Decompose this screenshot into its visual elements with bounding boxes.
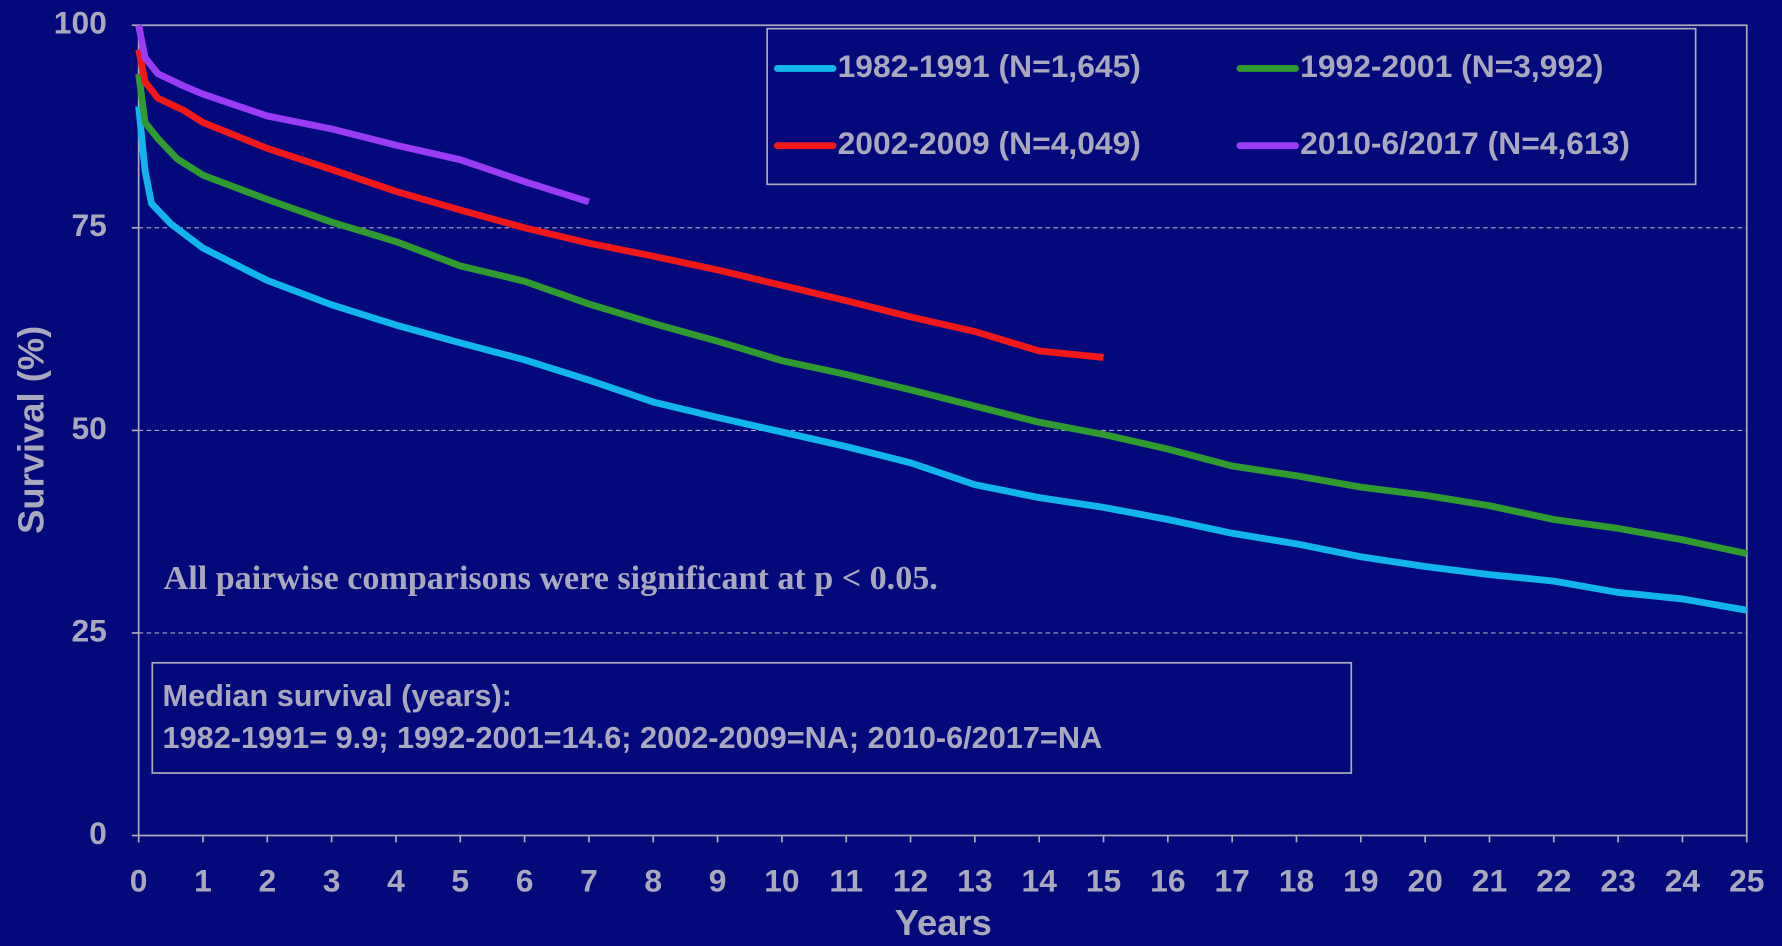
x-tick-label: 12 (893, 863, 928, 899)
x-tick-label: 11 (829, 863, 863, 899)
x-tick-label: 0 (130, 863, 148, 899)
annotation: All pairwise comparisons were significan… (164, 560, 938, 597)
x-tick-label: 8 (644, 863, 662, 899)
plot-frame (137, 24, 1748, 837)
y-tick-label: 75 (71, 207, 106, 243)
legend-label: 2002-2009 (N=4,049) (838, 125, 1141, 161)
y-axis-label: Survival (%) (11, 326, 52, 534)
x-tick-label: 7 (580, 863, 598, 899)
legend-box (766, 27, 1697, 186)
x-tick-label: 2 (258, 863, 276, 899)
y-tick-label: 0 (89, 815, 107, 851)
x-tick-label: 17 (1214, 863, 1249, 899)
series-line (135, 24, 590, 206)
legend-label: 1992-2001 (N=3,992) (1300, 48, 1603, 84)
x-tick-label: 22 (1536, 863, 1571, 899)
x-tick-label: 24 (1665, 863, 1701, 899)
x-tick-label: 9 (709, 863, 727, 899)
x-tick-label: 25 (1729, 863, 1764, 899)
x-tick-label: 10 (764, 863, 799, 899)
x-tick-label: 23 (1600, 863, 1635, 899)
x-tick-label: 21 (1472, 863, 1507, 899)
x-tick-label: 4 (387, 863, 405, 899)
y-tick-label: 25 (71, 612, 106, 648)
x-axis-label: Years (895, 902, 992, 943)
x-tick-label: 5 (451, 863, 469, 899)
annotation: 1982-1991= 9.9; 1992-2001=14.6; 2002-200… (163, 720, 1103, 755)
series-line (135, 105, 1748, 614)
annotation: Median survival (years): (163, 678, 512, 713)
y-tick-label: 50 (71, 410, 106, 446)
x-tick-label: 15 (1086, 863, 1121, 899)
x-tick-label: 16 (1150, 863, 1185, 899)
y-tick-label: 100 (54, 5, 107, 41)
x-tick-label: 19 (1343, 863, 1378, 899)
x-tick-label: 6 (516, 863, 534, 899)
series-line (135, 73, 1748, 557)
x-tick-label: 3 (323, 863, 341, 899)
x-tick-label: 20 (1407, 863, 1442, 899)
x-tick-label: 14 (1022, 863, 1058, 899)
x-tick-label: 18 (1279, 863, 1314, 899)
legend-label: 2010-6/2017 (N=4,613) (1300, 125, 1630, 161)
median-box (151, 661, 1353, 774)
x-tick-label: 13 (957, 863, 992, 899)
series-line (135, 48, 1104, 361)
x-tick-label: 1 (194, 863, 212, 899)
legend-label: 1982-1991 (N=1,645) (838, 48, 1141, 84)
